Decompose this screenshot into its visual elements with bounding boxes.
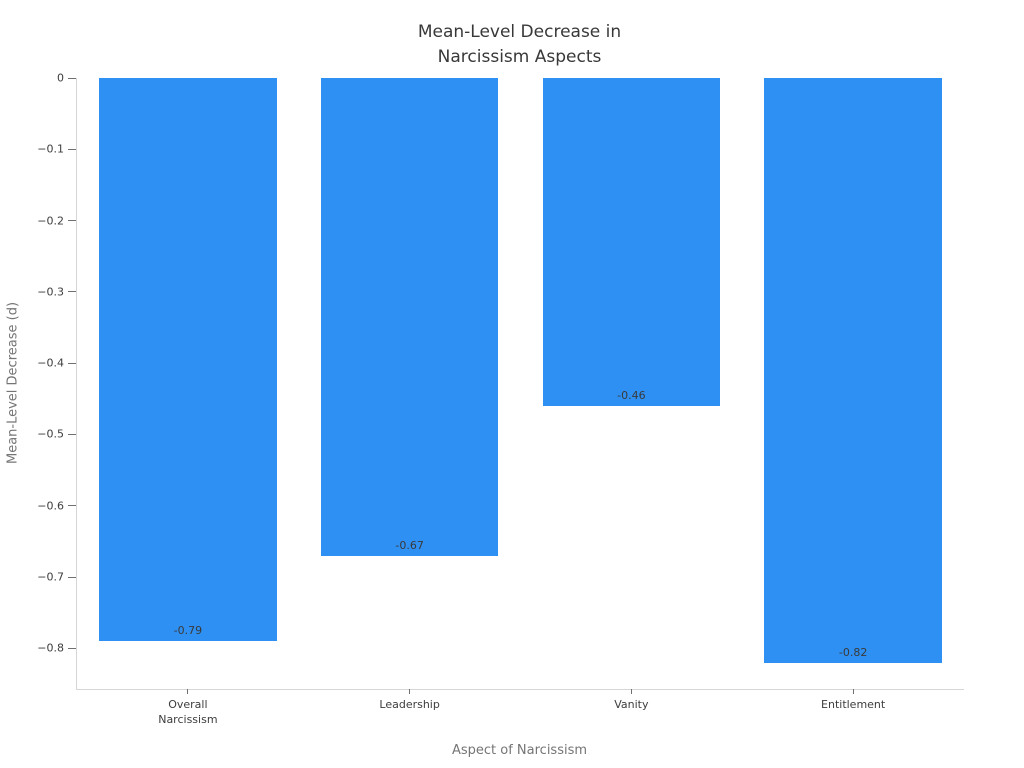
bar-value-label: -0.46 bbox=[617, 388, 646, 402]
x-tick-label: Overall Narcissism bbox=[158, 698, 218, 726]
x-tick-label: Entitlement bbox=[821, 698, 886, 711]
y-tick-label: −0.2 bbox=[37, 214, 64, 228]
y-tick-label: −0.1 bbox=[37, 142, 64, 156]
y-tick-label: −0.7 bbox=[37, 570, 64, 584]
y-tick-mark bbox=[68, 220, 76, 222]
y-tick-label: −0.4 bbox=[37, 356, 64, 370]
y-tick-mark bbox=[68, 362, 76, 364]
y-tick-label: 0 bbox=[57, 71, 64, 85]
y-tick-mark bbox=[68, 647, 76, 649]
bar-value-label: -0.67 bbox=[395, 538, 424, 552]
chart-title: Mean-Level Decrease in Narcissism Aspect… bbox=[417, 22, 622, 67]
y-tick-mark bbox=[68, 576, 76, 578]
y-tick-mark bbox=[68, 433, 76, 435]
bar-value-label: -0.79 bbox=[173, 624, 203, 638]
x-tick-label: Vanity bbox=[614, 698, 649, 711]
plot-area: 0 −0.1 −0.2 −0.3 −0.4 −0.5 −0.6 −0.7 −0.8 -0.79 Ov… bbox=[37, 72, 964, 726]
x-tick-mark bbox=[630, 689, 632, 694]
x-axis-label: Aspect of Narcissism bbox=[451, 743, 588, 758]
y-tick-mark bbox=[68, 148, 76, 150]
y-tick-label: −0.8 bbox=[37, 641, 64, 655]
bar: -0.67 bbox=[320, 78, 499, 556]
y-tick-label: −0.6 bbox=[37, 499, 64, 513]
y-axis-label: Mean-Level Decrease (d) bbox=[5, 301, 21, 465]
y-tick-mark bbox=[68, 291, 76, 293]
x-tick-mark bbox=[187, 689, 189, 694]
bar-value-label: -0.82 bbox=[838, 645, 868, 659]
x-tick-label: Leadership bbox=[379, 698, 440, 711]
y-tick-label: −0.5 bbox=[37, 427, 64, 441]
y-tick-label: −0.3 bbox=[37, 285, 64, 299]
y-tick-mark bbox=[68, 77, 76, 79]
y-tick-mark bbox=[68, 505, 76, 507]
bar: -0.79 bbox=[99, 78, 277, 642]
bar: -0.46 bbox=[542, 78, 721, 406]
x-tick-mark bbox=[852, 689, 854, 694]
x-tick-mark bbox=[409, 689, 411, 694]
bar: -0.82 bbox=[764, 78, 942, 663]
